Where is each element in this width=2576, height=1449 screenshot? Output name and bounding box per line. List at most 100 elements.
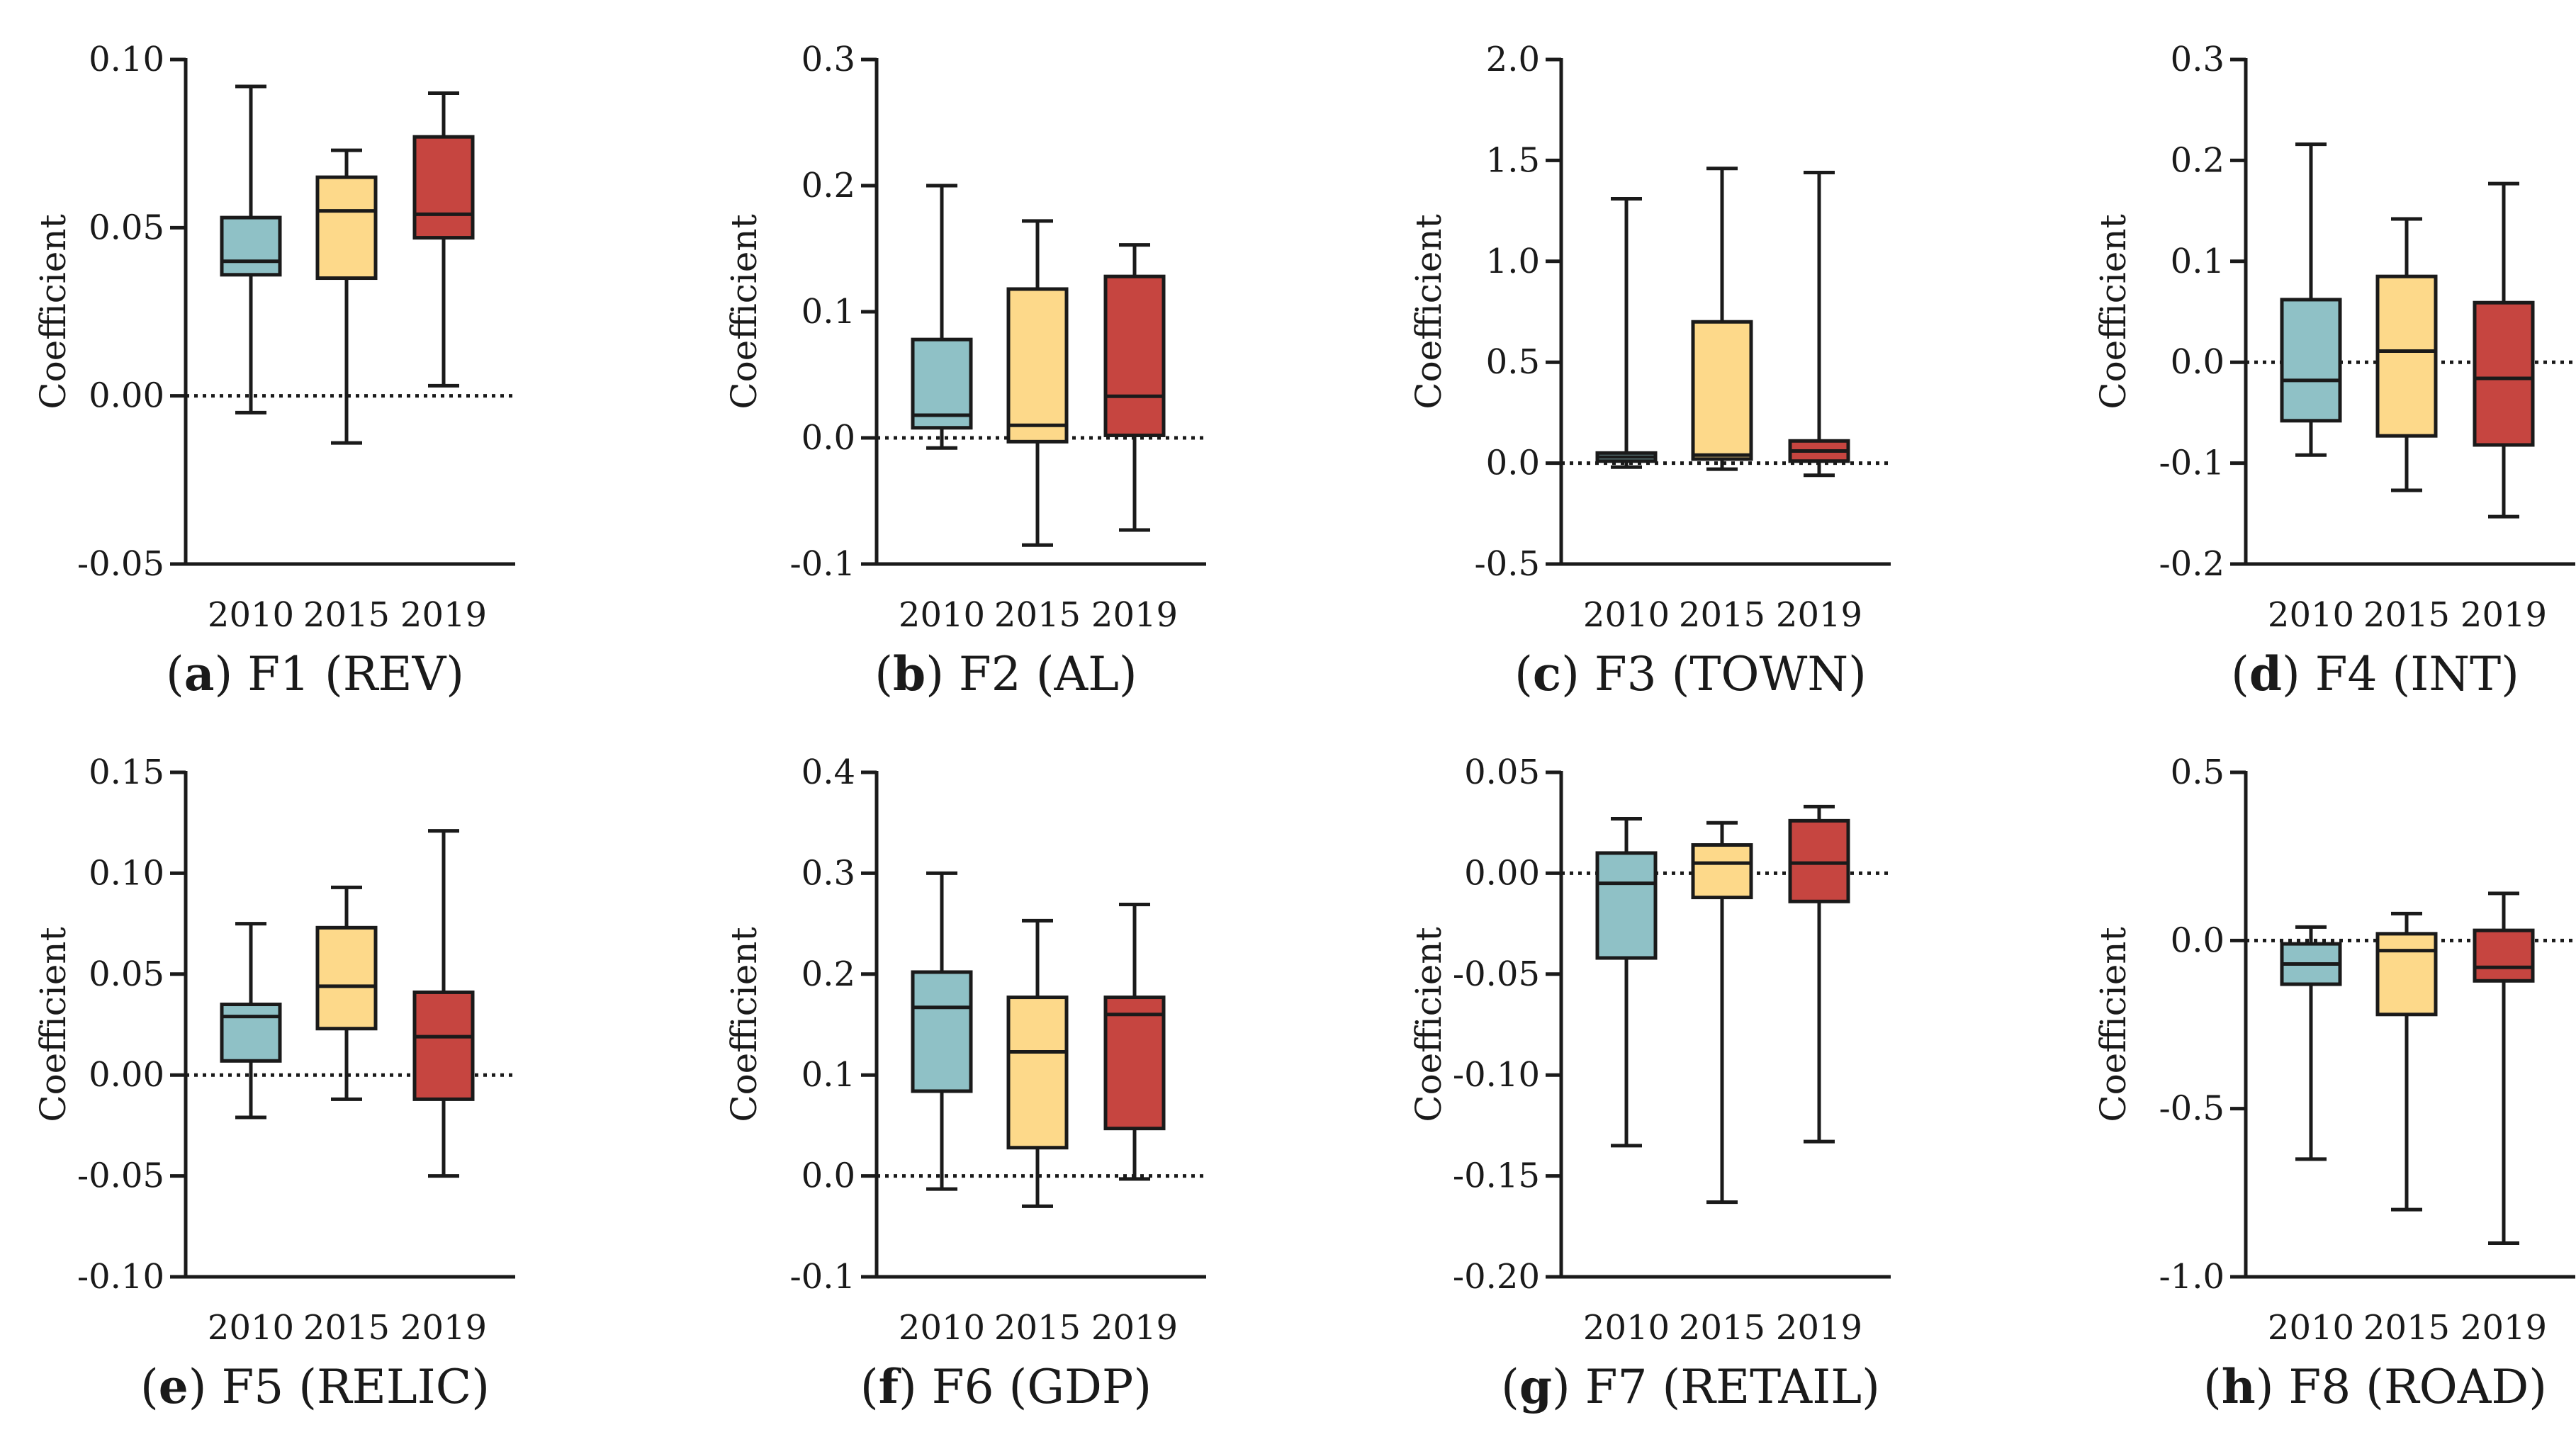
panel-f-y-tick-label: 0.4: [802, 752, 855, 792]
panel-g-x-tick-label: 2015: [1679, 1308, 1765, 1348]
panel-d-y-axis-label: Coefficient: [2093, 214, 2134, 409]
panel-f-y-tick-label: 0.2: [802, 954, 855, 994]
panel-e-box-2010-iqr: [220, 1003, 282, 1063]
panel-e-y-tick-label: 0.05: [89, 954, 164, 994]
panel-a-y-tick-label: 0.00: [89, 376, 164, 416]
panel-f-x-tick-label: 2010: [899, 1308, 985, 1348]
panel-f-box-2019-iqr: [1103, 996, 1166, 1131]
panel-d-y-tick-label: 0.2: [2171, 140, 2225, 180]
panel-c-y-tick-label: 1.5: [1486, 140, 1540, 180]
panel-h-box-2019-iqr: [2473, 928, 2535, 983]
panel-g-x-tick-label: 2019: [1776, 1308, 1862, 1348]
panel-c-y-axis-label: Coefficient: [1408, 214, 1449, 409]
panel-d-y-tick-label: 0.1: [2171, 242, 2225, 281]
panel-h-box-2015: [2375, 911, 2438, 1212]
panel-b-box-2015-iqr: [1006, 287, 1069, 444]
panel-f-x-tick-label: 2015: [994, 1308, 1081, 1348]
panel-h-box-2015-iqr: [2375, 932, 2438, 1017]
panel-e-box-2015-iqr: [315, 925, 378, 1031]
panel-b-box-2010: [911, 184, 973, 450]
panel-f-caption: (f) F6 (GDP): [860, 1359, 1152, 1414]
panel-c-box-2019: [1788, 170, 1850, 478]
panel-d-y-tick-label: 0.0: [2171, 342, 2225, 382]
panel-d-y-tick-label: 0.3: [2171, 40, 2225, 79]
panel-h-y-tick-label: -1.0: [2159, 1257, 2225, 1297]
panel-f-box-2015: [1006, 918, 1069, 1208]
panel-d-y-tick-label: -0.1: [2159, 444, 2225, 483]
panel-g-box-2010: [1595, 817, 1658, 1148]
panel-a-box-2019: [412, 91, 475, 388]
panel-c-caption: (c) F3 (TOWN): [1514, 646, 1867, 701]
panel-h-y-tick-label: -0.5: [2159, 1089, 2225, 1129]
panel-a-y-axis-label: Coefficient: [33, 214, 74, 409]
panel-f-y-tick-label: 0.0: [802, 1156, 855, 1196]
panel-g: 0.05 0.00 -0.05 -0.10 -0.15 -0.20 Coefficient 2…: [1408, 752, 1891, 1414]
panel-a-box-2015: [315, 148, 378, 445]
panel-d-box-2015: [2375, 217, 2438, 492]
panel-d-x-tick-label: 2019: [2460, 595, 2547, 635]
panel-e-y-tick-label: 0.15: [89, 752, 164, 792]
panel-b-x-tick-label: 2010: [899, 595, 985, 635]
panel-g-y-axis-label: Coefficient: [1408, 927, 1449, 1122]
panel-b-y-tick-label: 0.1: [802, 292, 855, 332]
panel-e-y-tick-label: -0.05: [77, 1156, 164, 1196]
panel-g-box-2019: [1788, 804, 1850, 1144]
panel-h-x-tick-label: 2010: [2268, 1308, 2354, 1348]
panel-a-y-tick-label: 0.10: [89, 40, 164, 79]
panel-f-box-2019: [1103, 903, 1166, 1181]
panel-b-y-tick-label: 0.0: [802, 418, 855, 458]
panel-f-x-tick-label: 2019: [1091, 1308, 1178, 1348]
panel-h-caption: (h) F8 (ROAD): [2203, 1359, 2547, 1414]
panel-h-y-tick-label: 0.5: [2171, 752, 2225, 792]
panel-f: 0.4 0.3 0.2 0.1 0.0 -0.1 Coefficient 2010 2015 20…: [724, 752, 1206, 1414]
panel-h: 0.5 0.0 -0.5 -1.0 Coefficient 2010 2015 2019 (h)…: [2093, 752, 2575, 1414]
panel-c-y-tick-label: 1.0: [1486, 242, 1540, 281]
panel-b-y-axis-label: Coefficient: [724, 214, 765, 409]
panel-a: 0.10 0.05 0.00 -0.05 Coefficient 2010 2015 2019…: [33, 40, 515, 701]
panel-f-box-2015-iqr: [1006, 996, 1069, 1150]
panel-g-x-tick-label: 2010: [1583, 1308, 1670, 1348]
panel-c-y-tick-label: 2.0: [1486, 40, 1540, 79]
panel-d-x-tick-label: 2015: [2363, 595, 2450, 635]
panel-b: 0.3 0.2 0.1 0.0 -0.1 Coefficient 2010 2015 2019 (…: [724, 40, 1206, 701]
panel-d: 0.3 0.2 0.1 0.0 -0.1 -0.2 Coefficient 2010 2015 2…: [2093, 40, 2575, 701]
panel-g-y-tick-label: -0.20: [1453, 1257, 1540, 1297]
panel-b-box-2019-iqr: [1103, 274, 1166, 437]
panel-a-box-2010-iqr: [220, 215, 282, 277]
panel-b-box-2019: [1103, 243, 1166, 532]
panel-d-caption: (d) F4 (INT): [2231, 646, 2519, 701]
panel-e-x-tick-label: 2015: [303, 1308, 390, 1348]
panel-f-y-tick-label: -0.1: [789, 1257, 855, 1297]
panel-e-x-tick-label: 2019: [400, 1308, 487, 1348]
panel-d-box-2010: [2280, 142, 2342, 457]
panel-a-y-tick-label: -0.05: [77, 544, 164, 584]
panel-b-box-2015: [1006, 219, 1069, 547]
panel-b-y-tick-label: 0.3: [802, 40, 855, 79]
panel-b-box-2010-iqr: [911, 337, 973, 430]
panel-a-x-tick-label: 2010: [208, 595, 294, 635]
panel-f-box-2010-iqr: [911, 970, 973, 1093]
panel-a-box-2019-iqr: [412, 135, 475, 240]
panel-g-y-tick-label: -0.15: [1453, 1156, 1540, 1196]
panel-b-x-tick-label: 2019: [1091, 595, 1178, 635]
panel-e-x-tick-label: 2010: [208, 1308, 294, 1348]
panel-c: 2.0 1.5 1.0 0.5 0.0 -0.5 Coefficient 2010 2015 20…: [1408, 40, 1891, 701]
panel-a-x-tick-label: 2019: [400, 595, 487, 635]
panel-c-box-2015: [1691, 167, 1753, 471]
panel-c-box-2015-iqr: [1691, 320, 1753, 461]
panel-h-box-2010: [2280, 925, 2342, 1161]
panel-e-caption: (e) F5 (RELIC): [140, 1359, 490, 1414]
panel-e-box-2019: [412, 829, 475, 1178]
panel-g-box-2015-iqr: [1691, 843, 1753, 900]
panel-d-x-tick-label: 2010: [2268, 595, 2354, 635]
panel-h-y-axis-label: Coefficient: [2093, 927, 2134, 1122]
panel-d-box-2019-iqr: [2473, 300, 2535, 447]
panel-e-y-tick-label: -0.10: [77, 1257, 164, 1297]
panel-g-box-2015: [1691, 821, 1753, 1205]
panel-b-y-tick-label: -0.1: [789, 544, 855, 584]
panel-b-x-tick-label: 2015: [994, 595, 1081, 635]
panel-c-x-tick-label: 2010: [1583, 595, 1670, 635]
panel-a-x-tick-label: 2015: [303, 595, 390, 635]
panel-e-box-2019-iqr: [412, 990, 475, 1101]
